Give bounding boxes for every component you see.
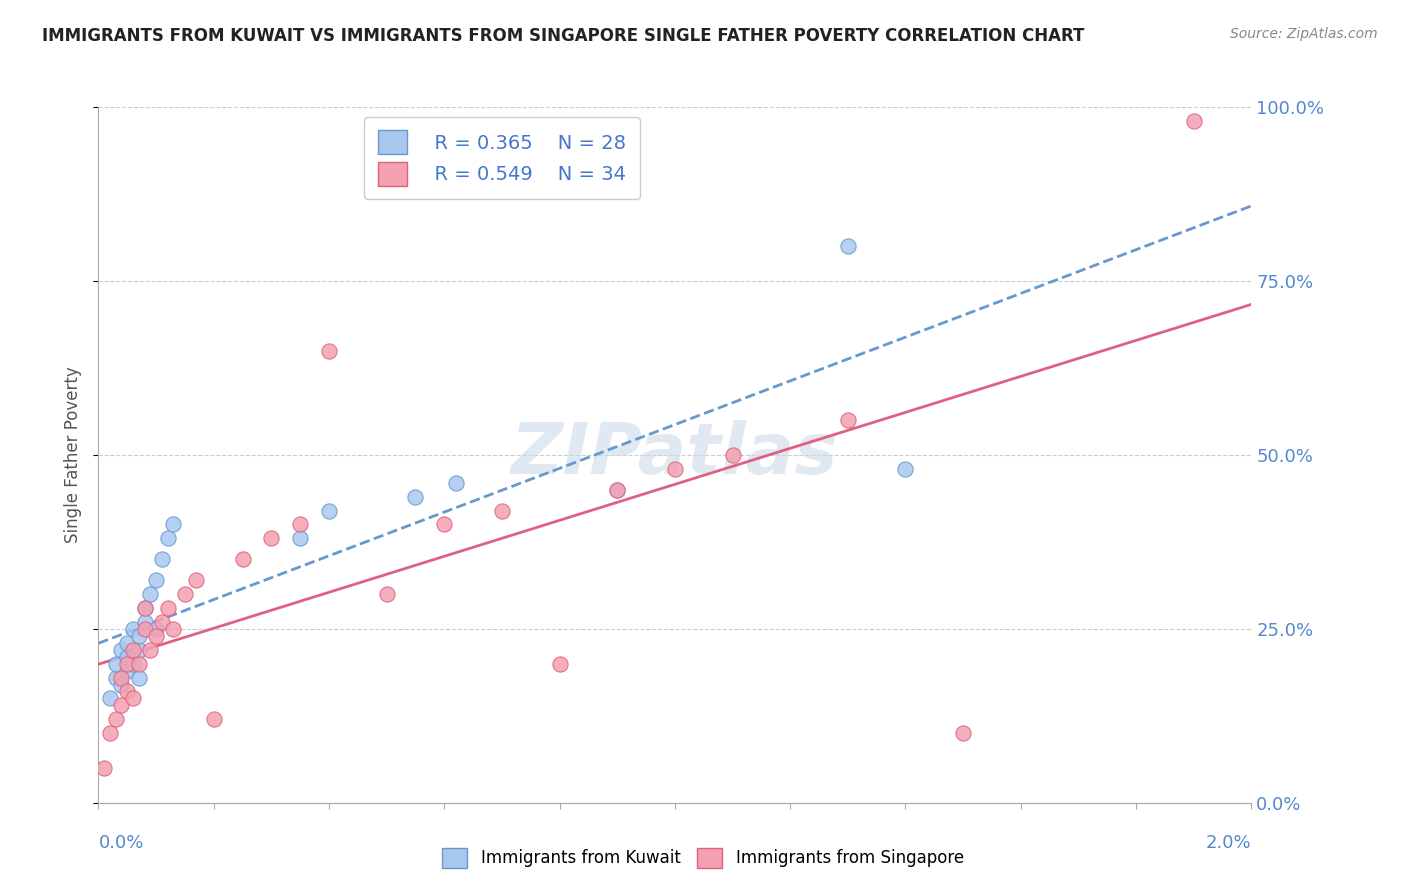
Point [110, 677, 132, 691]
Point [128, 642, 150, 657]
Point [134, 615, 156, 629]
Y-axis label: Single Father Poverty: Single Father Poverty [63, 367, 82, 543]
Point [548, 657, 571, 671]
Point [98, 691, 121, 706]
Text: Source: ZipAtlas.com: Source: ZipAtlas.com [1230, 27, 1378, 41]
Point [290, 532, 312, 546]
Point [405, 490, 427, 504]
Point [375, 587, 398, 601]
Text: 0.0%: 0.0% [98, 834, 143, 852]
Point [145, 573, 167, 587]
Point [104, 712, 127, 726]
Point [128, 671, 150, 685]
Point [952, 726, 974, 740]
Point [231, 552, 254, 566]
Point [664, 462, 686, 476]
Point [837, 239, 859, 253]
Point [128, 629, 150, 643]
Point [134, 601, 156, 615]
Point [139, 642, 162, 657]
Point [894, 462, 917, 476]
Point [318, 503, 340, 517]
Point [318, 343, 340, 358]
Point [110, 642, 132, 657]
Point [1182, 114, 1205, 128]
Point [150, 552, 173, 566]
Point [433, 517, 456, 532]
Point [117, 636, 139, 650]
Point [117, 649, 139, 664]
Point [491, 503, 513, 517]
Point [110, 698, 132, 713]
Point [174, 587, 197, 601]
Point [290, 517, 312, 532]
Point [110, 671, 132, 685]
Legend:   R = 0.365    N = 28,   R = 0.549    N = 34: R = 0.365 N = 28, R = 0.549 N = 34 [364, 117, 640, 199]
Point [186, 573, 208, 587]
Point [128, 657, 150, 671]
Point [139, 587, 162, 601]
Point [150, 615, 173, 629]
Point [104, 657, 127, 671]
Point [104, 671, 127, 685]
Point [202, 712, 225, 726]
Point [156, 532, 179, 546]
Point [606, 483, 628, 497]
Point [145, 629, 167, 643]
Point [117, 664, 139, 678]
Point [145, 622, 167, 636]
Point [122, 642, 145, 657]
Point [162, 622, 184, 636]
Point [837, 413, 859, 427]
Point [156, 601, 179, 615]
Point [606, 483, 628, 497]
Text: 2.0%: 2.0% [1206, 834, 1251, 852]
Point [162, 517, 184, 532]
Point [134, 622, 156, 636]
Point [444, 475, 467, 490]
Point [117, 657, 139, 671]
Point [122, 622, 145, 636]
Point [134, 601, 156, 615]
Point [117, 684, 139, 698]
Point [122, 691, 145, 706]
Text: IMMIGRANTS FROM KUWAIT VS IMMIGRANTS FROM SINGAPORE SINGLE FATHER POVERTY CORREL: IMMIGRANTS FROM KUWAIT VS IMMIGRANTS FRO… [42, 27, 1084, 45]
Point [721, 448, 744, 462]
Text: ZIPatlas: ZIPatlas [512, 420, 838, 490]
Point [260, 532, 283, 546]
Point [122, 657, 145, 671]
Point [93, 761, 115, 775]
Legend: Immigrants from Kuwait, Immigrants from Singapore: Immigrants from Kuwait, Immigrants from … [436, 841, 970, 875]
Point [98, 726, 121, 740]
